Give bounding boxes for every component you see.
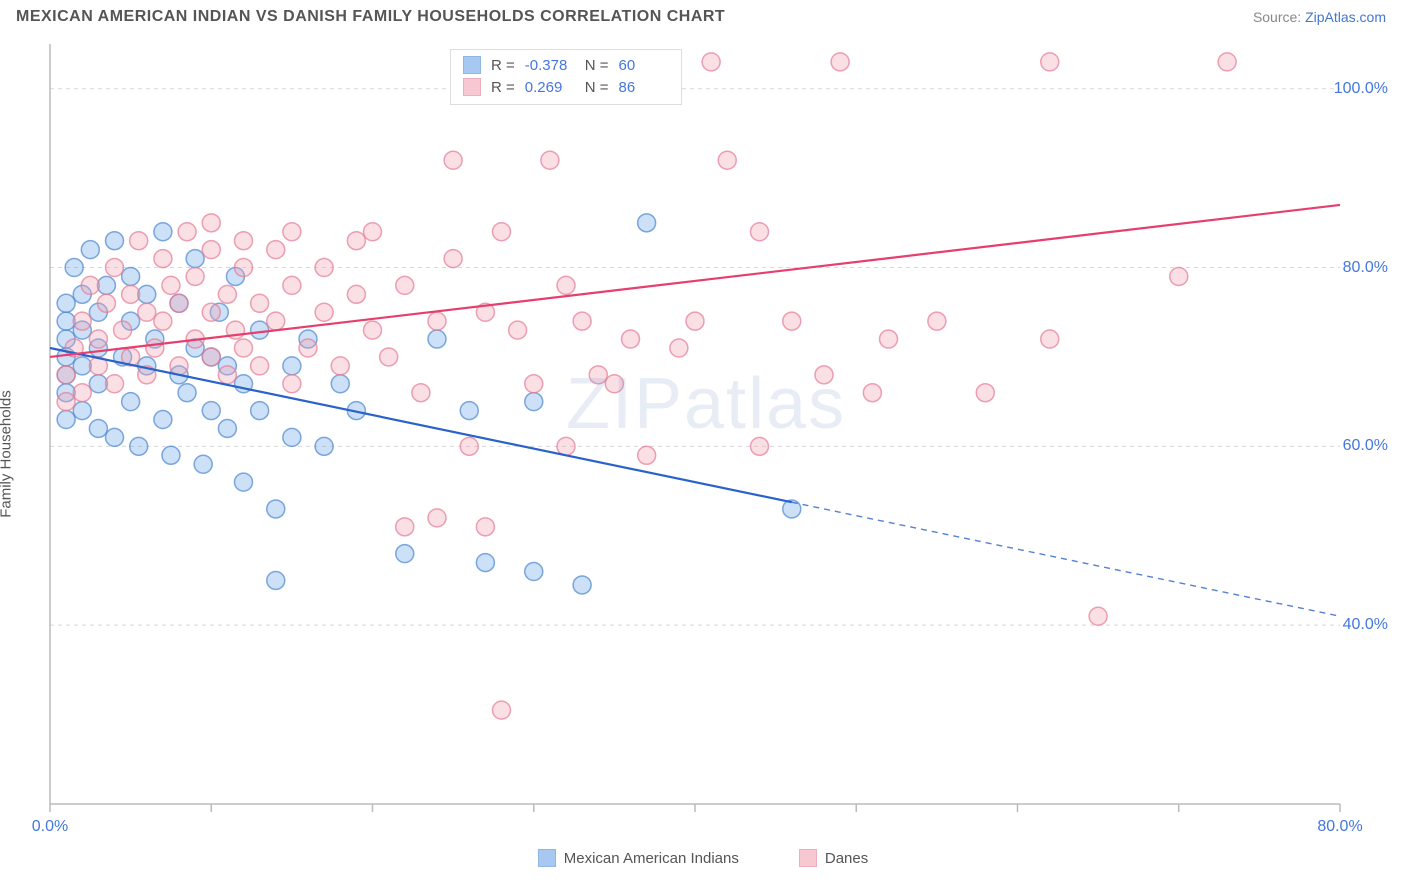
bottom-legend: Mexican American Indians Danes (0, 849, 1406, 867)
x-tick-label: 80.0% (1317, 818, 1362, 836)
legend-label: Mexican American Indians (564, 850, 739, 867)
scatter-chart (0, 34, 1406, 874)
chart-header: MEXICAN AMERICAN INDIAN VS DANISH FAMILY… (0, 0, 1406, 34)
legend-swatch (538, 849, 556, 867)
source-prefix: Source: (1253, 9, 1305, 25)
legend-item: Danes (799, 849, 868, 867)
correlation-stats-box: R = -0.378 N = 60 R = 0.269 N = 86 (450, 49, 682, 105)
y-tick-label: 40.0% (1343, 616, 1388, 634)
legend-item: Mexican American Indians (538, 849, 739, 867)
chart-title: MEXICAN AMERICAN INDIAN VS DANISH FAMILY… (16, 8, 725, 26)
y-tick-label: 100.0% (1334, 80, 1388, 98)
source-attribution: Source: ZipAtlas.com (1253, 9, 1386, 25)
corr-row: R = 0.269 N = 86 (463, 76, 669, 98)
x-tick-label: 0.0% (32, 818, 68, 836)
corr-swatch (463, 78, 481, 96)
legend-label: Danes (825, 850, 868, 867)
chart-container: Family Households ZIPatlas R = -0.378 N … (0, 34, 1406, 874)
corr-r-value: -0.378 (525, 57, 575, 74)
legend-swatch (799, 849, 817, 867)
y-tick-label: 80.0% (1343, 259, 1388, 277)
corr-r-value: 0.269 (525, 79, 575, 96)
corr-n-value: 86 (619, 79, 669, 96)
source-link[interactable]: ZipAtlas.com (1305, 9, 1386, 25)
y-axis-label: Family Households (0, 390, 15, 518)
y-tick-label: 60.0% (1343, 437, 1388, 455)
corr-swatch (463, 56, 481, 74)
corr-n-value: 60 (619, 57, 669, 74)
corr-row: R = -0.378 N = 60 (463, 54, 669, 76)
